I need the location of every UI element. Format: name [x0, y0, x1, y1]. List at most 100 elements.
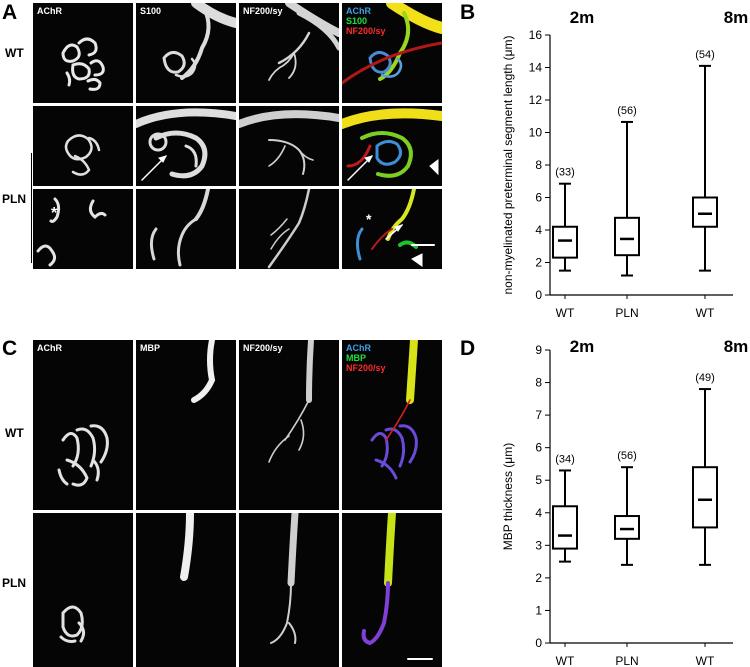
- panel-a-row-label-pln: PLN: [2, 192, 26, 206]
- panel-a-wt-s100-drawing: [162, 3, 236, 80]
- sample-size-label: (33): [555, 167, 575, 179]
- y-tick-label: 8: [535, 158, 542, 172]
- panel-c-wt-mbp-image: MBP: [136, 340, 236, 510]
- y-tick-label: 4: [535, 506, 542, 520]
- x-tick-label: WT: [556, 306, 575, 320]
- sample-size-label: (49): [695, 372, 715, 384]
- y-tick-label: 6: [535, 191, 542, 205]
- panel-a-legend-s100: S100: [346, 16, 368, 26]
- panel-a-pln1-s100-drawing: [136, 108, 236, 181]
- panel-a-nf200-label: NF200/sy: [243, 6, 283, 16]
- panel-c-pln-merge-image: [342, 513, 442, 667]
- y-tick-label: 1: [535, 603, 542, 617]
- panel-a-merge-legend: AChR S100 NF200/sy: [346, 6, 386, 36]
- panel-a-pln2-s100-drawing: [149, 189, 210, 267]
- chart-b-box-plot: 0 2 4 6 8 10 12 14 16 non-myelinated preterminal …: [501, 8, 749, 320]
- panel-a-wt-merge-drawing: [342, 3, 442, 85]
- panel-c-pln-nf200-image: [239, 513, 339, 667]
- panel-a-pln1-merge-image: [342, 106, 442, 186]
- y-tick-label: 2: [535, 571, 542, 585]
- y-axis-title: non-myelinated preterminal segment lengt…: [501, 35, 515, 294]
- group-header: 2m: [570, 8, 595, 27]
- panel-c-wt-merge-image: AChR MBP NF200/sy: [342, 340, 442, 510]
- panel-a-pln2-merge-image: *: [342, 189, 442, 269]
- y-tick-label: 3: [535, 538, 542, 552]
- y-tick-label: 8: [535, 376, 542, 390]
- y-tick-label: 2: [535, 256, 542, 270]
- panel-c-legend-mbp: MBP: [346, 353, 366, 363]
- panel-c-pln-mbp-image: [136, 513, 236, 667]
- panel-a-pln1-achr-image: [33, 106, 133, 186]
- panel-c-wt-nf200-image: NF200/sy: [239, 340, 339, 510]
- panel-a-wt-s100-image: S100: [136, 3, 236, 103]
- iqr-box: [614, 216, 640, 257]
- panel-a-asterisk: *: [51, 205, 58, 222]
- panel-a-s100-label: S100: [140, 6, 162, 16]
- y-tick-label: 16: [529, 28, 543, 42]
- group-header: 2m: [570, 337, 595, 356]
- y-tick-label: 12: [529, 93, 543, 107]
- panel-c-pln-mbp-drawing: [180, 513, 194, 581]
- panel-a-pln2-merge-drawing: [355, 189, 435, 267]
- panel-c-merge-legend: AChR MBP NF200/sy: [346, 343, 386, 373]
- panel-c-legend-achr: AChR: [346, 343, 371, 353]
- group-header: 8m: [724, 337, 749, 356]
- x-tick-label: WT: [556, 654, 575, 667]
- panel-a-pln2-nf200-drawing: [267, 189, 311, 269]
- panel-a-wt-achr-image: AChR: [33, 3, 133, 103]
- panel-c-wt-nf200-drawing: [268, 340, 314, 463]
- panel-a-pln2-s100-image: [136, 189, 236, 269]
- panel-a-wt-achr-drawing: [61, 37, 105, 91]
- y-tick-label: 4: [535, 223, 542, 237]
- panel-c-wt-mbp-drawing: [191, 340, 216, 403]
- panel-a-pln1-s100-image: [136, 106, 236, 186]
- arrowhead-icon: [429, 159, 439, 176]
- arrowhead-icon: [411, 253, 423, 267]
- panel-c-row-label-wt: WT: [5, 426, 24, 440]
- panel-a-merge-asterisk: *: [366, 211, 372, 227]
- sample-size-label: (56): [617, 450, 637, 462]
- sample-size-label: (56): [617, 105, 637, 117]
- panel-letter-b: B: [460, 1, 476, 24]
- panel-a-achr-label: AChR: [37, 6, 62, 16]
- panel-a-pln1-achr-drawing: [64, 134, 101, 176]
- sample-size-label: (54): [695, 49, 715, 61]
- y-tick-label: 7: [535, 408, 542, 422]
- y-tick-label: 0: [535, 636, 542, 650]
- panel-a-legend-nf200: NF200/sy: [346, 26, 386, 36]
- iqr-box: [692, 196, 718, 228]
- y-tick-label: 9: [535, 343, 542, 357]
- panel-letter-c: C: [2, 337, 18, 360]
- panel-c-legend-nf200: NF200/sy: [346, 363, 386, 373]
- sample-size-label: (34): [555, 453, 575, 465]
- panel-c-wt-merge-drawing: [370, 340, 418, 480]
- panel-a-legend-achr: AChR: [346, 6, 371, 16]
- panel-a-pln2-nf200-image: [239, 189, 339, 269]
- iqr-box: [614, 515, 640, 540]
- x-tick-label: WT: [696, 654, 715, 667]
- panel-c-pln-nf200-drawing: [270, 513, 299, 644]
- panel-a-pln1-merge-drawing: [342, 108, 442, 181]
- y-tick-label: 10: [529, 126, 543, 140]
- y-tick-label: 6: [535, 441, 542, 455]
- x-tick-label: WT: [696, 306, 715, 320]
- group-header: 8m: [724, 8, 749, 27]
- y-tick-label: 14: [529, 61, 543, 75]
- iqr-box: [692, 466, 718, 529]
- panel-a-row-label-wt: WT: [5, 46, 24, 60]
- panel-c-nf200-label: NF200/sy: [243, 343, 283, 353]
- panel-c-mbp-label: MBP: [140, 343, 160, 353]
- panel-c-row-label-pln: PLN: [2, 576, 26, 590]
- panel-c-achr-label: AChR: [37, 343, 62, 353]
- x-tick-label: PLN: [615, 654, 638, 667]
- panel-c-pln-achr-image: [33, 513, 133, 667]
- y-axis-title: MBP thickness (μm): [501, 443, 515, 550]
- x-tick-label: PLN: [615, 306, 638, 320]
- panel-c-wt-achr-drawing: [57, 424, 109, 487]
- panel-a-wt-nf200-drawing: [268, 3, 339, 81]
- panel-a-pln1-nf200-drawing: [239, 110, 339, 175]
- y-tick-label: 5: [535, 473, 542, 487]
- panel-a-wt-merge-image: AChR S100 NF200/sy: [342, 3, 442, 103]
- panel-a-pln-bracket: [31, 153, 32, 263]
